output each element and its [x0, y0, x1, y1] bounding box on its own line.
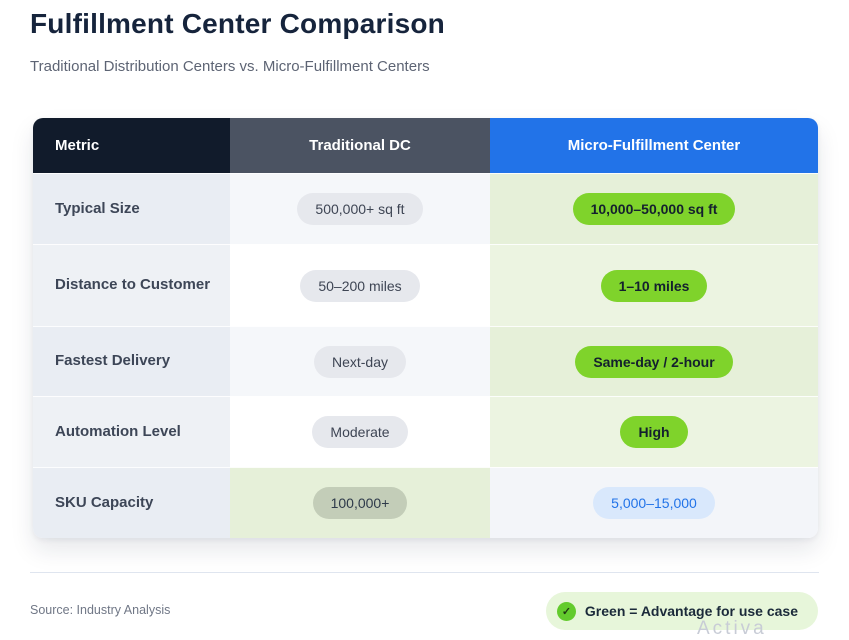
traditional-dc-cell: Next-day — [230, 326, 490, 396]
column-header-micro-fulfillment: Micro-Fulfillment Center — [490, 118, 818, 173]
metric-label: Fastest Delivery — [33, 326, 230, 396]
traditional-dc-value-pill: Next-day — [313, 345, 407, 378]
micro-fulfillment-value-pill: Same-day / 2-hour — [575, 345, 733, 378]
micro-fulfillment-value-pill: 1–10 miles — [600, 269, 708, 302]
page-title: Fulfillment Center Comparison — [30, 8, 445, 39]
watermark-text: Activa — [697, 618, 767, 639]
metric-label: Distance to Customer — [33, 244, 230, 326]
micro-fulfillment-cell: 1–10 miles — [490, 244, 818, 326]
micro-fulfillment-cell: 5,000–15,000 — [490, 467, 818, 538]
traditional-dc-cell: Moderate — [230, 396, 490, 467]
micro-fulfillment-cell: Same-day / 2-hour — [490, 326, 818, 396]
traditional-dc-value-pill: 100,000+ — [312, 487, 408, 519]
traditional-dc-value-pill: 50–200 miles — [300, 269, 420, 302]
page-subtitle: Traditional Distribution Centers vs. Mic… — [30, 58, 430, 75]
micro-fulfillment-value-pill: High — [620, 416, 688, 448]
traditional-dc-cell: 50–200 miles — [230, 244, 490, 326]
legend-badge: ✓ Green = Advantage for use case — [545, 592, 818, 630]
check-circle-icon: ✓ — [556, 601, 576, 621]
metric-label: SKU Capacity — [33, 467, 230, 538]
source-note: Source: Industry Analysis — [30, 603, 171, 617]
traditional-dc-value-pill: 500,000+ sq ft — [297, 193, 423, 225]
traditional-dc-value-pill: Moderate — [312, 416, 408, 448]
micro-fulfillment-value-pill: 10,000–50,000 sq ft — [572, 193, 736, 225]
column-header-traditional-dc: Traditional DC — [230, 118, 490, 173]
micro-fulfillment-cell: High — [490, 396, 818, 467]
footer-divider — [30, 572, 819, 573]
metric-label: Automation Level — [33, 396, 230, 467]
comparison-table: Metric Traditional DC Micro-Fulfillment … — [33, 118, 818, 538]
traditional-dc-cell: 500,000+ sq ft — [230, 173, 490, 244]
column-header-metric: Metric — [33, 118, 230, 173]
micro-fulfillment-value-pill: 5,000–15,000 — [593, 487, 715, 519]
metric-label: Typical Size — [33, 173, 230, 244]
legend-label: Green = Advantage for use case — [584, 603, 798, 619]
micro-fulfillment-cell: 10,000–50,000 sq ft — [490, 173, 818, 244]
traditional-dc-cell: 100,000+ — [230, 467, 490, 538]
